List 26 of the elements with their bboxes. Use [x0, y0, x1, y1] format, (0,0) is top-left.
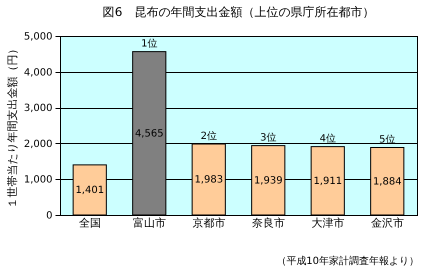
x-tick-label: 京都市 [192, 216, 226, 230]
data-label: 1,939 [254, 175, 283, 186]
annotation: 2位 [200, 130, 217, 142]
x-tick-label: 大津市 [311, 216, 344, 230]
chart-title: 図6 昆布の年間支出金額（上位の県庁所在都市） [102, 5, 374, 19]
x-tick-label: 奈良市 [252, 216, 285, 230]
annotation: 5位 [379, 134, 396, 146]
x-tick-label: 全国 [78, 216, 101, 230]
x-tick-label: 富山市 [132, 216, 166, 230]
annotation: 1位 [141, 38, 158, 50]
y-tick-label: 4,000 [24, 67, 52, 78]
data-label: 1,983 [194, 174, 224, 186]
y-tick-label: 0 [46, 210, 52, 222]
data-label: 1,911 [313, 176, 342, 187]
y-tick-label: 3,000 [24, 103, 52, 114]
y-tick-label: 1,000 [24, 174, 52, 186]
text: （平成10年家計調査年報より） [276, 254, 419, 268]
data-label: 1,401 [75, 184, 104, 196]
x-tick-label: 金沢市 [370, 216, 404, 230]
data-label: 4,565 [134, 128, 164, 140]
y-tick-label: 5,000 [24, 32, 52, 42]
annotation: 3位 [260, 132, 276, 144]
data-label: 1,884 [372, 176, 402, 188]
y-axis-title: １世帯当たり年間支出金額（円） [6, 44, 19, 208]
annotation: 4位 [320, 132, 336, 145]
y-tick-label: 2,000 [24, 138, 52, 150]
